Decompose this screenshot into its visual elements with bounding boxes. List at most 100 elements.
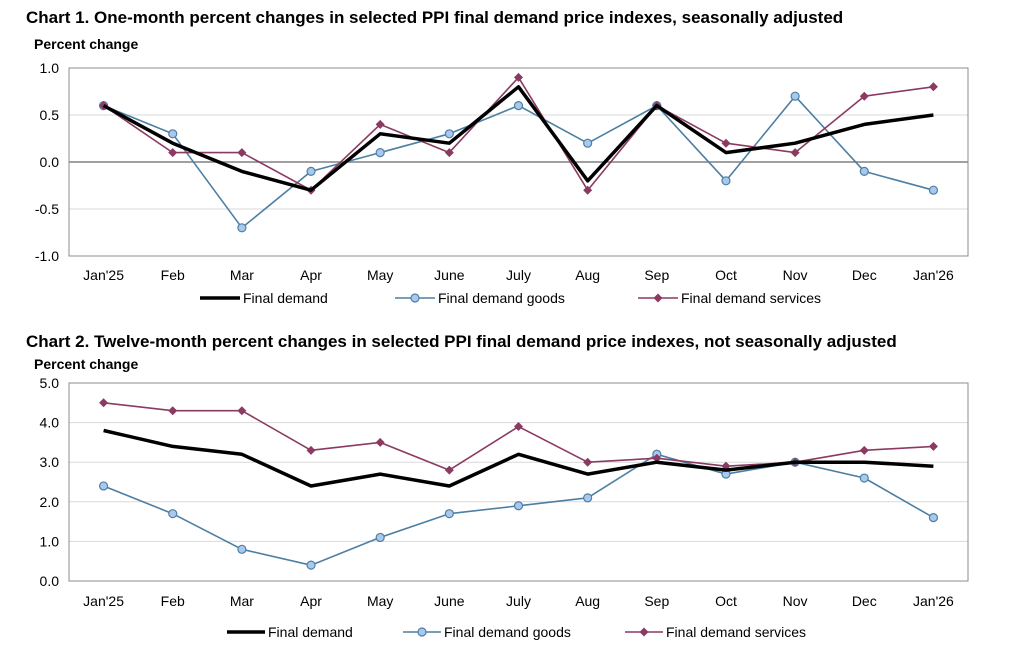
- legend-label-final-demand: Final demand: [243, 290, 328, 306]
- chart-1: Chart 1. One-month percent changes in se…: [0, 0, 1024, 318]
- final-demand-services-point: [444, 465, 454, 475]
- final-demand-services-point: [583, 457, 593, 467]
- final-demand-goods-point: [444, 509, 454, 519]
- final-demand-goods-point: [237, 544, 247, 554]
- final-demand-services-point: [375, 119, 385, 129]
- y-tick-label: -0.5: [35, 201, 59, 217]
- y-tick-label: 2.0: [40, 494, 60, 510]
- plot-area-border: [68, 382, 969, 582]
- x-tick-label: Feb: [161, 593, 185, 609]
- chart-1-plot: -1.0 -0.5 0.0 0.5 1.0 Jan'25 Feb Mar Apr May June J…: [35, 60, 969, 306]
- final-demand-goods-point: [375, 148, 385, 158]
- final-demand-goods-point: [721, 176, 731, 186]
- final-demand-services-point: [375, 437, 385, 447]
- final-demand-services-point: [721, 138, 731, 148]
- legend-label-final-demand-goods: Final demand goods: [438, 290, 565, 306]
- final-demand-goods-point: [168, 129, 178, 139]
- y-tick-label: 0.0: [40, 154, 60, 170]
- final-demand-goods-point: [306, 166, 316, 176]
- x-tick-label: Jan'26: [913, 593, 954, 609]
- legend-marker-final-demand-goods: [417, 627, 427, 637]
- x-tick-label: Oct: [715, 593, 737, 609]
- x-tick-label: June: [434, 593, 465, 609]
- x-tick-label: May: [367, 593, 393, 609]
- final-demand-goods-point: [859, 166, 869, 176]
- x-tick-label: Aug: [575, 593, 600, 609]
- x-tick-label: Mar: [230, 593, 254, 609]
- legend-label-final-demand-goods: Final demand goods: [444, 624, 571, 640]
- final-demand-services-point: [514, 422, 523, 432]
- final-demand-goods-point: [583, 493, 593, 503]
- x-tick-label: Dec: [852, 593, 877, 609]
- chart-1-y-axis-label: Percent change: [34, 36, 139, 52]
- y-tick-label: 0.0: [40, 573, 60, 589]
- final-demand-services-point: [237, 148, 247, 158]
- chart-2-plot: 0.0 1.0 2.0 3.0 4.0 5.0 Jan'25 Feb Mar Apr May June…: [40, 375, 969, 640]
- final-demand-services-line: [103, 402, 934, 471]
- final-demand-services-point: [306, 445, 316, 455]
- legend-marker-final-demand-services: [639, 627, 649, 637]
- final-demand-services-point: [583, 185, 593, 195]
- x-tick-label: Nov: [783, 593, 808, 609]
- final-demand-goods-point: [375, 532, 385, 543]
- final-demand-line: [102, 85, 934, 192]
- final-demand-services-point: [514, 72, 523, 82]
- final-demand-goods-point: [168, 509, 178, 519]
- chart-2: Chart 2. Twelve-month percent changes in…: [0, 320, 1024, 657]
- x-tick-label: Jan'25: [83, 593, 124, 609]
- x-tick-label: Oct: [715, 267, 737, 283]
- x-tick-label: Apr: [300, 267, 322, 283]
- final-demand-goods-point: [98, 481, 109, 491]
- x-tick-label: June: [434, 267, 465, 283]
- final-demand-line: [103, 428, 934, 488]
- final-demand-services-point: [928, 441, 938, 451]
- y-tick-label: 0.5: [40, 107, 60, 123]
- y-tick-label: 5.0: [40, 375, 60, 391]
- final-demand-goods-point: [306, 560, 316, 570]
- x-tick-label: Aug: [575, 267, 600, 283]
- y-tick-label: -1.0: [35, 248, 59, 264]
- x-tick-label: Jan'26: [913, 267, 954, 283]
- x-tick-label: Sep: [644, 593, 669, 609]
- x-tick-label: Nov: [783, 267, 808, 283]
- chart-2-title: Chart 2. Twelve-month percent changes in…: [26, 332, 897, 351]
- y-tick-label: 1.0: [40, 60, 60, 76]
- x-tick-label: July: [506, 593, 531, 609]
- legend-marker-final-demand-goods: [410, 293, 420, 303]
- final-demand-services-point: [859, 91, 869, 101]
- final-demand-goods-point: [237, 223, 247, 233]
- legend-marker-final-demand-services: [653, 293, 663, 303]
- y-tick-label: 3.0: [40, 454, 60, 470]
- x-tick-label: Mar: [230, 267, 254, 283]
- final-demand-services-point: [168, 406, 178, 416]
- final-demand-goods-point: [513, 100, 524, 111]
- final-demand-services-point: [99, 398, 109, 408]
- x-tick-label: May: [367, 267, 393, 283]
- x-tick-label: Dec: [852, 267, 877, 283]
- y-tick-label: 4.0: [40, 415, 60, 431]
- x-tick-label: Jan'25: [83, 267, 124, 283]
- plot-area-border: [68, 67, 969, 257]
- final-demand-services-point: [790, 148, 800, 158]
- x-tick-label: Sep: [644, 267, 669, 283]
- x-tick-label: July: [506, 267, 531, 283]
- y-tick-label: 1.0: [40, 533, 60, 549]
- final-demand-services-point: [859, 445, 869, 455]
- legend-label-final-demand-services: Final demand services: [666, 624, 806, 640]
- chart-1-title: Chart 1. One-month percent changes in se…: [26, 8, 844, 27]
- x-tick-label: Feb: [161, 267, 185, 283]
- legend-label-final-demand-services: Final demand services: [681, 290, 821, 306]
- final-demand-goods-point: [583, 138, 593, 148]
- final-demand-services-point: [928, 82, 938, 92]
- legend-label-final-demand: Final demand: [268, 624, 353, 640]
- chart-2-y-axis-label: Percent change: [34, 356, 139, 372]
- final-demand-goods-point: [928, 185, 939, 195]
- final-demand-goods-point: [928, 513, 939, 523]
- final-demand-services-point: [652, 453, 662, 463]
- final-demand-goods-point: [790, 91, 800, 101]
- final-demand-goods-point: [444, 129, 454, 139]
- final-demand-services-point: [237, 406, 247, 416]
- x-tick-label: Apr: [300, 593, 322, 609]
- final-demand-services-point: [168, 148, 178, 158]
- final-demand-goods-point: [859, 473, 869, 483]
